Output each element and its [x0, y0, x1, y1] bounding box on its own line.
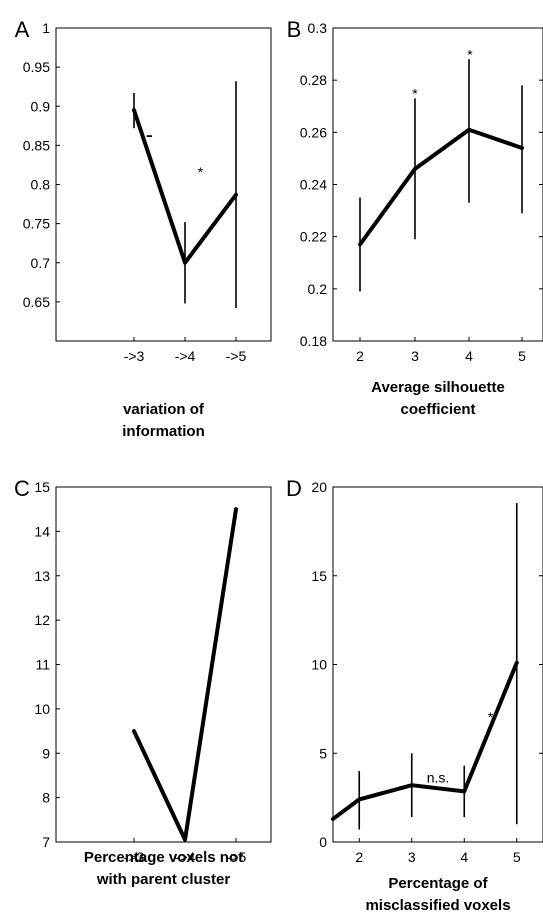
annotation: *: [412, 86, 418, 102]
panel-letter-D: D: [286, 476, 302, 501]
series-line: [331, 660, 519, 821]
x-axis-label: variation of: [123, 401, 205, 418]
series-line: [132, 507, 238, 842]
x-tick-label: ->3: [124, 849, 145, 865]
y-tick-label: 14: [34, 523, 50, 539]
panel-letter-A: A: [15, 17, 30, 42]
panel-letter-C: C: [14, 476, 30, 501]
y-tick-label: 10: [34, 701, 50, 717]
x-axis-label: with parent cluster: [96, 871, 231, 888]
x-tick-label: 4: [465, 348, 473, 364]
x-tick-label: 2: [356, 348, 364, 364]
y-tick-label: 0.65: [23, 294, 50, 310]
y-tick-label: 0.28: [300, 72, 327, 88]
y-tick-label: 0.2: [308, 281, 328, 297]
y-tick-label: 0.95: [23, 59, 50, 75]
y-tick-label: 12: [34, 612, 50, 628]
x-axis-label: misclassified voxels: [365, 897, 510, 914]
y-tick-label: 15: [311, 568, 327, 584]
y-tick-label: 15: [34, 479, 50, 495]
y-tick-label: 0.18: [300, 333, 327, 349]
annotation: *: [488, 709, 494, 725]
x-axis-label: Percentage voxels not: [84, 849, 243, 866]
x-tick-label: ->5: [226, 348, 247, 364]
y-tick-label: 11: [35, 657, 50, 673]
y-tick-label: 0.9: [31, 98, 51, 114]
x-tick-label: ->4: [175, 348, 196, 364]
x-tick-label: 2: [355, 849, 363, 865]
x-axis-label: Average silhouette: [371, 379, 505, 396]
y-tick-label: 0.7: [31, 255, 51, 271]
y-tick-label: 9: [42, 745, 50, 761]
x-axis-label: coefficient: [400, 401, 475, 418]
x-tick-label: ->5: [226, 849, 247, 865]
series-line: [358, 127, 524, 247]
y-tick-label: 13: [34, 568, 50, 584]
annotation: n.s.: [427, 770, 450, 786]
y-tick-label: 8: [42, 790, 50, 806]
x-tick-label: 5: [518, 348, 526, 364]
y-tick-label: 0.75: [23, 216, 50, 232]
annotation: *: [467, 46, 473, 62]
x-axis-label: Percentage of: [388, 875, 488, 892]
y-tick-label: 0.26: [300, 124, 327, 140]
y-tick-label: 1: [42, 20, 50, 36]
x-tick-label: ->4: [175, 849, 196, 865]
y-tick-label: 0.85: [23, 137, 50, 153]
axes-frame: [55, 486, 272, 843]
axes-frame: [332, 27, 543, 342]
y-tick-label: 5: [319, 745, 327, 761]
annotation: *: [198, 164, 204, 180]
x-tick-label: 3: [408, 849, 416, 865]
y-tick-label: 0.3: [308, 20, 328, 36]
x-tick-label: 4: [460, 849, 468, 865]
x-tick-label: 5: [513, 849, 521, 865]
y-tick-label: 0.22: [300, 229, 327, 245]
x-tick-label: 3: [411, 348, 419, 364]
y-tick-label: 10: [311, 657, 327, 673]
axes-frame: [55, 27, 272, 342]
y-tick-label: 0.24: [300, 177, 327, 193]
annotation: -: [146, 122, 153, 147]
y-tick-label: 20: [311, 479, 327, 495]
panel-letter-B: B: [287, 17, 302, 42]
y-tick-label: 0: [319, 834, 327, 850]
y-tick-label: 7: [42, 834, 50, 850]
y-tick-label: 0.8: [31, 177, 51, 193]
x-axis-label: information: [122, 423, 205, 440]
x-tick-label: ->3: [124, 348, 145, 364]
